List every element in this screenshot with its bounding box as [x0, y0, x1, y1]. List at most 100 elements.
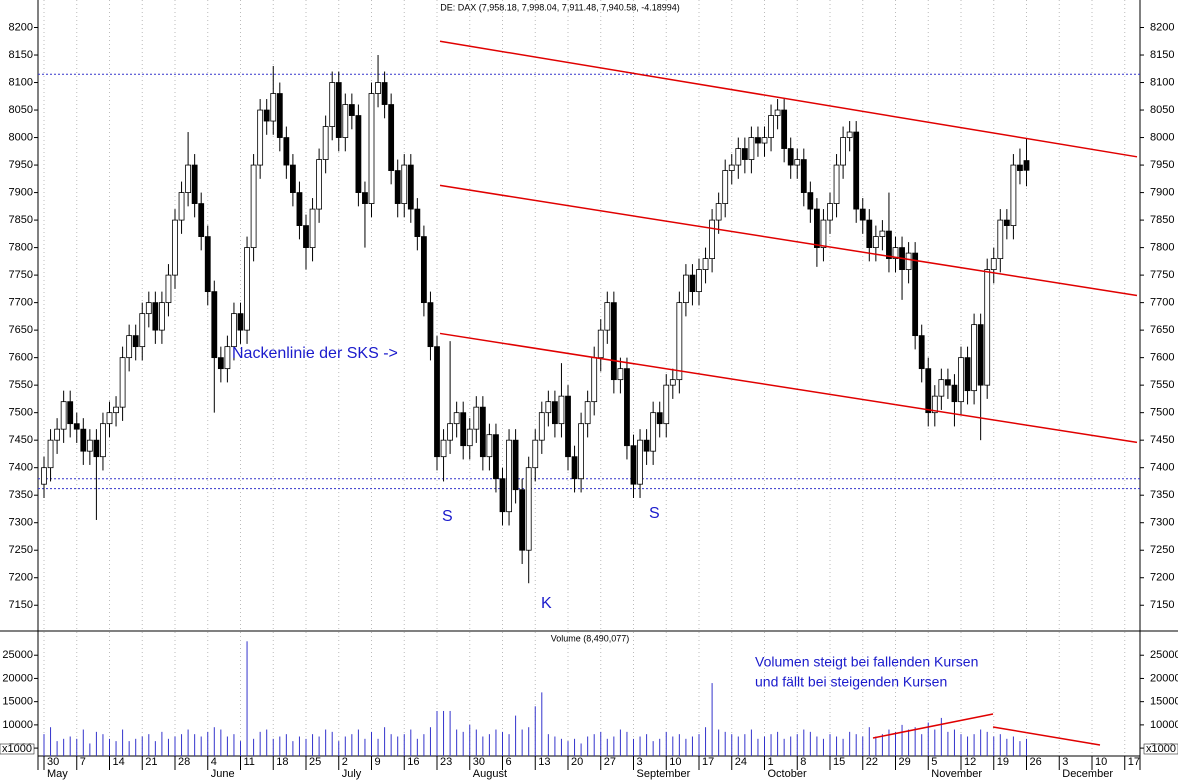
candle-body [401, 164, 408, 204]
candle-body [879, 230, 886, 237]
candle-body [493, 434, 499, 480]
y-tick-label: 7150 [9, 599, 33, 611]
volume-tick-label: 15000 [2, 696, 33, 708]
candle-body [440, 439, 447, 458]
x-tick-label: 23 [440, 756, 452, 768]
y-tick-label: 7500 [1150, 407, 1174, 419]
candle-body [787, 148, 794, 166]
y-tick-label: 7700 [9, 297, 33, 309]
candle-body [420, 236, 427, 304]
x-tick-label: 6 [506, 756, 512, 768]
candle-body [814, 208, 820, 248]
candle-body [335, 82, 342, 138]
candle-body [1010, 164, 1017, 226]
candle-body [224, 346, 231, 370]
candle-body [931, 395, 938, 414]
candle-body [741, 148, 748, 160]
candle-body [807, 192, 814, 210]
trend-line [439, 184, 1138, 297]
candle-body [984, 269, 991, 386]
annotation: K [541, 595, 552, 612]
month-label: November [931, 768, 982, 780]
candle-body [945, 379, 951, 386]
candle-body [217, 357, 224, 370]
x-tick-label: 9 [375, 756, 381, 768]
candle-body [735, 148, 742, 166]
x-tick-label: 17 [1128, 756, 1140, 768]
month-label: September [637, 768, 691, 780]
volume-annotation: Volumen steigt bei fallenden Kursen [755, 654, 978, 670]
candle-body [113, 406, 119, 414]
volume-trend-line [872, 713, 994, 739]
candle-body [715, 203, 722, 221]
y-tick-label: 7550 [1150, 379, 1174, 391]
candle-body [453, 412, 460, 425]
candle-body [388, 104, 395, 171]
y-tick-label: 7600 [1150, 352, 1174, 364]
candle-body [237, 313, 244, 331]
candle-body [571, 456, 578, 480]
candle-body [525, 467, 532, 551]
volume-title: Volume (8,490,077) [551, 633, 630, 643]
candle-body [355, 115, 362, 193]
candle-body [211, 291, 218, 359]
month-label: June [211, 768, 235, 780]
candle-body [532, 439, 539, 469]
y-tick-label: 7750 [9, 269, 33, 281]
candle-body [447, 423, 454, 441]
volume-tick-label: 25000 [1150, 649, 1178, 661]
candle-body [145, 302, 152, 315]
candle-body [165, 274, 172, 304]
candle-body [918, 335, 925, 370]
candle-body [617, 368, 624, 381]
y-tick-label: 7200 [9, 572, 33, 584]
candle-body [106, 412, 113, 425]
candle-body [460, 412, 467, 447]
x-tick-label: 29 [899, 756, 911, 768]
x-tick-label: 30 [473, 756, 485, 768]
x-tick-label: 27 [604, 756, 616, 768]
x-tick-label: 10 [1095, 756, 1107, 768]
candle-body [41, 467, 47, 485]
candle-body [139, 313, 146, 348]
candle-body [283, 137, 290, 166]
candle-body [669, 379, 676, 386]
candle-body [990, 258, 997, 271]
candle-body [663, 384, 670, 425]
candle-body [375, 82, 381, 94]
candle-body [466, 428, 473, 447]
candle-body [872, 236, 879, 248]
x-tick-label: 2 [342, 756, 348, 768]
candle-body [827, 203, 833, 221]
candle-body [231, 313, 237, 348]
y-tick-label: 8000 [9, 131, 33, 143]
candle-body [479, 406, 486, 458]
candle-body [191, 164, 198, 204]
candle-body [977, 324, 984, 386]
y-tick-label: 7250 [1150, 544, 1174, 556]
candle-body [329, 82, 336, 127]
x-tick-label: 20 [571, 756, 583, 768]
y-tick-label: 7850 [9, 214, 33, 226]
candle-body [958, 357, 964, 403]
y-tick-label: 7400 [1150, 462, 1174, 474]
candle-body [650, 412, 657, 452]
month-label: December [1062, 768, 1113, 780]
candle-body [309, 208, 316, 248]
unit-box [0, 743, 35, 755]
candle-body [630, 445, 637, 485]
y-tick-label: 7500 [9, 407, 33, 419]
candle-body [93, 439, 100, 458]
y-tick-label: 8000 [1150, 131, 1174, 143]
candle-body [322, 126, 329, 160]
candle-body [964, 357, 971, 392]
volume-tick-label: 20000 [2, 672, 33, 684]
candle-body [316, 159, 323, 210]
candle-body [486, 434, 493, 458]
candle-body [676, 302, 683, 381]
x-tick-label: 28 [178, 756, 190, 768]
x-tick-label: 1 [768, 756, 774, 768]
candle-body [840, 137, 846, 166]
